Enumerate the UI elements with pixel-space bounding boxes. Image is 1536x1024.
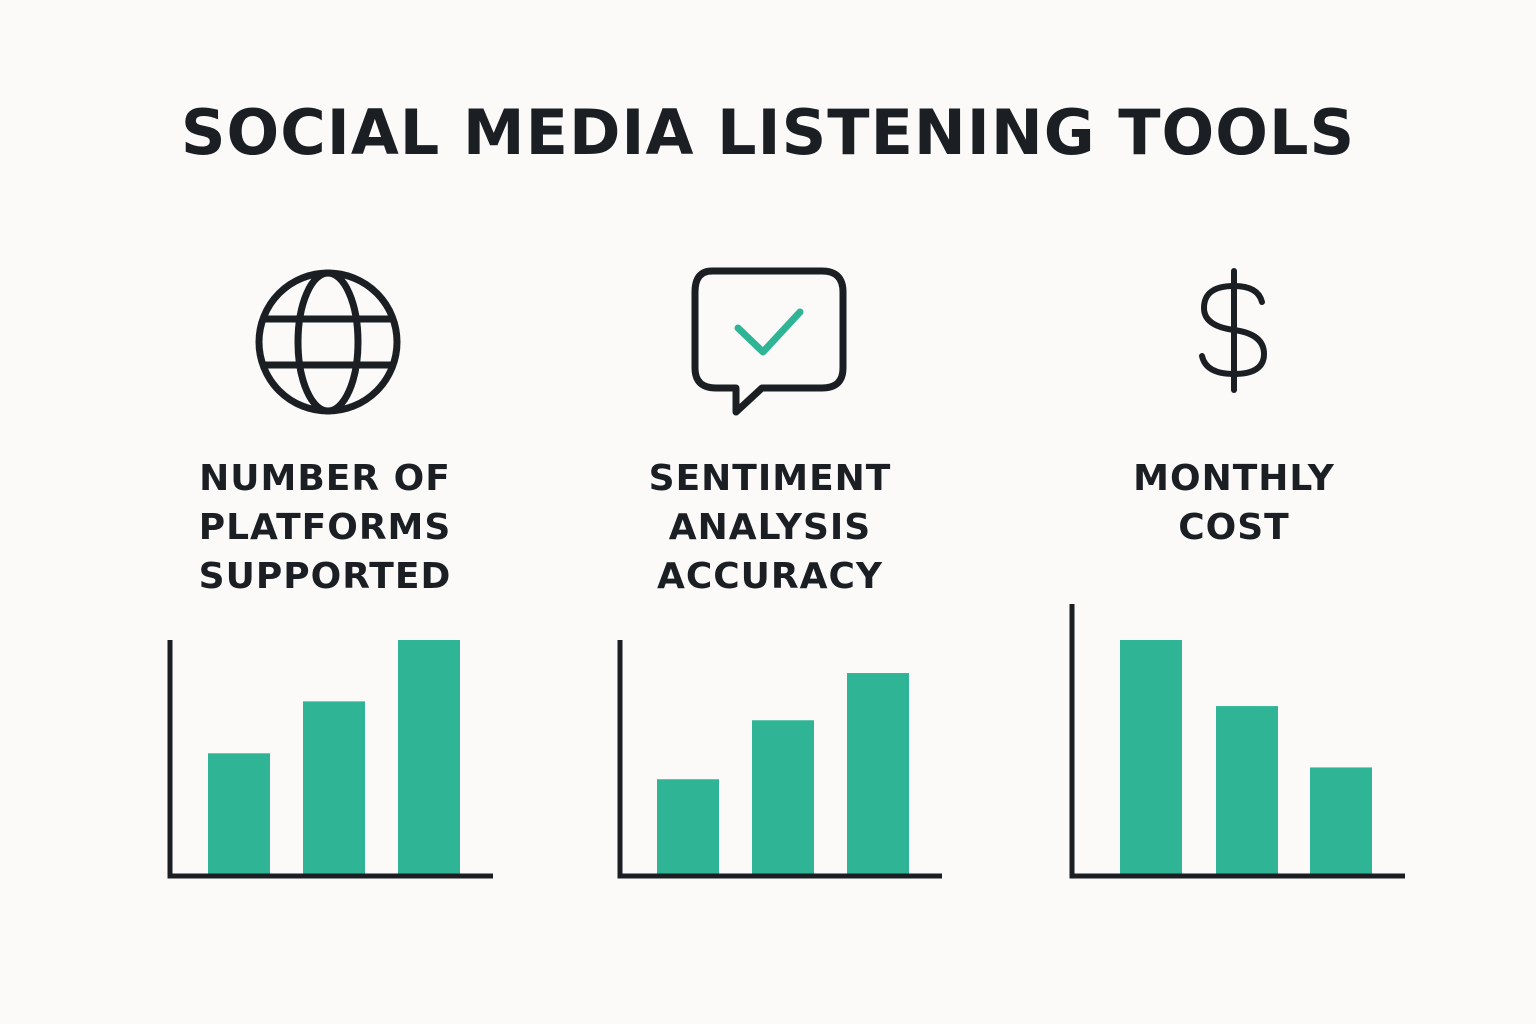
label-line: MONTHLY [1133, 458, 1335, 499]
bar-A [1120, 640, 1182, 876]
label-line: ACCURACY [656, 556, 883, 597]
label-line: NUMBER OF [199, 458, 451, 499]
bar-B [1216, 706, 1278, 876]
panel-label-platforms: NUMBER OF PLATFORMS SUPPORTED [125, 454, 525, 601]
label-line: SUPPORTED [198, 556, 452, 597]
bar-B [752, 720, 814, 876]
chart-axes [167, 640, 493, 879]
label-line: SENTIMENT [648, 458, 892, 499]
bar-A [657, 779, 719, 876]
label-line: PLATFORMS [198, 507, 452, 548]
bar-C [398, 640, 460, 876]
bar-chart-2 [617, 640, 942, 879]
globe-icon [255, 269, 401, 415]
bar-A [208, 753, 270, 876]
bar-B [303, 701, 365, 876]
chart-axes [1069, 604, 1405, 879]
chart-axes [617, 640, 942, 879]
label-line: ANALYSIS [668, 507, 872, 548]
panel-label-sentiment: SENTIMENT ANALYSIS ACCURACY [570, 454, 970, 601]
infographic-title: SOCIAL MEDIA LISTENING TOOLS [180, 96, 1356, 169]
chat-check-icon [691, 267, 847, 416]
bar-C [1310, 767, 1372, 876]
panel-label-cost: MONTHLY COST [1034, 454, 1434, 552]
bar-C [847, 673, 909, 876]
bar-chart-3 [1069, 604, 1405, 879]
label-line: COST [1178, 507, 1290, 548]
bar-chart-1 [167, 640, 493, 879]
dollar-icon [1199, 268, 1268, 393]
